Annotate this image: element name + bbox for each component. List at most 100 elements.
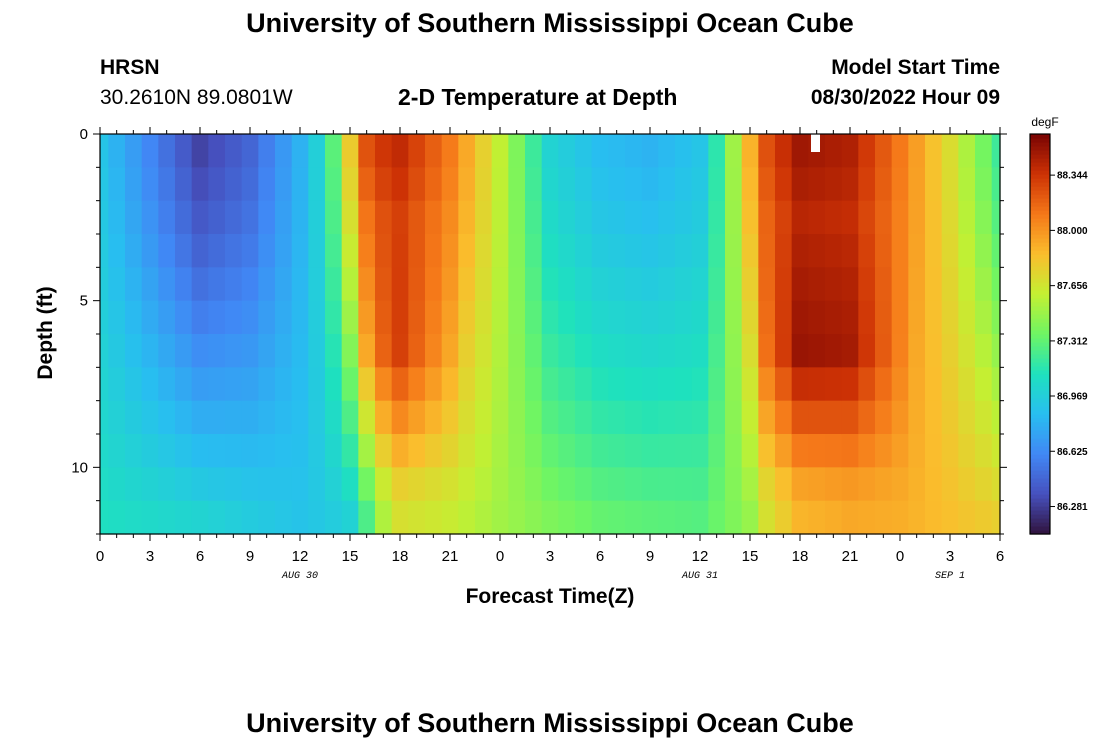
- heatmap-cell: [725, 434, 743, 468]
- heatmap-cell: [991, 134, 1001, 168]
- heatmap-cell: [958, 234, 976, 268]
- heatmap-cell: [741, 234, 759, 268]
- heatmap-cell: [408, 267, 426, 302]
- heatmap-cell: [691, 434, 709, 468]
- heatmap-cell: [808, 234, 826, 268]
- colorbar-segment: [1030, 338, 1050, 343]
- heatmap-cell: [391, 467, 409, 502]
- heatmap-cell: [658, 334, 676, 368]
- heatmap-cell: [825, 467, 843, 502]
- colorbar-segment: [1030, 298, 1050, 303]
- heatmap-cell: [291, 367, 309, 402]
- heatmap-cell: [858, 467, 876, 502]
- heatmap-cell: [925, 300, 943, 335]
- heatmap-cell: [708, 300, 726, 335]
- colorbar-segment: [1030, 166, 1050, 171]
- colorbar-segment: [1030, 154, 1050, 159]
- heatmap-cell: [175, 200, 193, 235]
- heatmap-cell: [875, 300, 893, 335]
- colorbar-segment: [1030, 454, 1050, 459]
- heatmap-cell: [241, 400, 259, 435]
- heatmap-cell: [358, 167, 376, 202]
- heatmap-cell: [591, 200, 609, 235]
- heatmap-cell: [241, 167, 259, 202]
- heatmap-cell: [491, 400, 509, 435]
- heatmap-cell: [291, 334, 309, 368]
- colorbar-tick-label: 86.625: [1057, 447, 1088, 458]
- heatmap-cell: [625, 467, 643, 502]
- heatmap-cell: [258, 134, 276, 168]
- heatmap-cell: [225, 167, 243, 202]
- heatmap-cell: [675, 300, 693, 335]
- heatmap-cell: [641, 500, 659, 535]
- colorbar-segment: [1030, 394, 1050, 399]
- heatmap-cell: [958, 400, 976, 435]
- heatmap-cell: [275, 500, 293, 535]
- heatmap-cell: [941, 434, 959, 468]
- heatmap-cell: [408, 200, 426, 235]
- heatmap-cell: [825, 267, 843, 302]
- heatmap-cell: [508, 200, 526, 235]
- heatmap-cell: [275, 134, 293, 168]
- heatmap-cell: [108, 200, 126, 235]
- heatmap-cell: [275, 367, 293, 402]
- heatmap-cell: [358, 267, 376, 302]
- heatmap-cell: [375, 300, 393, 335]
- colorbar-segment: [1030, 162, 1050, 167]
- heatmap-cell: [791, 267, 809, 302]
- heatmap-cell: [491, 267, 509, 302]
- heatmap-cell: [891, 134, 909, 168]
- heatmap-cell: [841, 167, 859, 202]
- heatmap-cell: [441, 134, 459, 168]
- heatmap-cell: [758, 234, 776, 268]
- heatmap-cell: [891, 434, 909, 468]
- heatmap-cell: [991, 267, 1001, 302]
- heatmap-cell: [375, 167, 393, 202]
- heatmap-cell: [375, 500, 393, 535]
- colorbar-segment: [1030, 478, 1050, 483]
- heatmap-cell: [425, 167, 443, 202]
- heatmap-cell: [525, 234, 543, 268]
- heatmap-cell: [958, 200, 976, 235]
- heatmap-cell: [475, 300, 493, 335]
- heatmap-cell: [458, 434, 476, 468]
- x-tick-label: 9: [246, 548, 254, 565]
- heatmap-cell: [975, 434, 993, 468]
- heatmap-cell: [891, 267, 909, 302]
- heatmap-cell: [725, 167, 743, 202]
- heatmap-cell: [275, 300, 293, 335]
- colorbar-segment: [1030, 230, 1050, 235]
- heatmap-cell: [691, 367, 709, 402]
- heatmap-cell: [525, 367, 543, 402]
- colorbar-segment: [1030, 414, 1050, 419]
- heatmap-cell: [141, 334, 159, 368]
- heatmap-cell: [641, 434, 659, 468]
- heatmap-cell: [425, 300, 443, 335]
- colorbar-segment: [1030, 526, 1050, 531]
- heatmap-cell: [625, 367, 643, 402]
- heatmap-cell: [125, 267, 143, 302]
- heatmap-cell: [525, 500, 543, 535]
- heatmap-cell: [808, 300, 826, 335]
- x-tick-label: 15: [742, 548, 759, 565]
- heatmap-cell: [225, 300, 243, 335]
- heatmap-cell: [125, 134, 143, 168]
- heatmap-cell: [725, 234, 743, 268]
- colorbar-tick-label: 87.656: [1057, 281, 1088, 292]
- heatmap-cell: [925, 334, 943, 368]
- heatmap-cell: [625, 267, 643, 302]
- heatmap-cell: [508, 134, 526, 168]
- heatmap-cell: [308, 400, 326, 435]
- heatmap-cell: [175, 267, 193, 302]
- heatmap-cell: [541, 334, 559, 368]
- heatmap-cell: [941, 234, 959, 268]
- heatmap-cell: [325, 400, 343, 435]
- heatmap-cell: [891, 300, 909, 335]
- heatmap-cell: [608, 500, 626, 535]
- heatmap-cell: [125, 500, 143, 535]
- heatmap-cell: [475, 467, 493, 502]
- heatmap-cell: [958, 500, 976, 535]
- heatmap-cell: [891, 334, 909, 368]
- heatmap-cell: [225, 200, 243, 235]
- heatmap-cell: [100, 467, 109, 502]
